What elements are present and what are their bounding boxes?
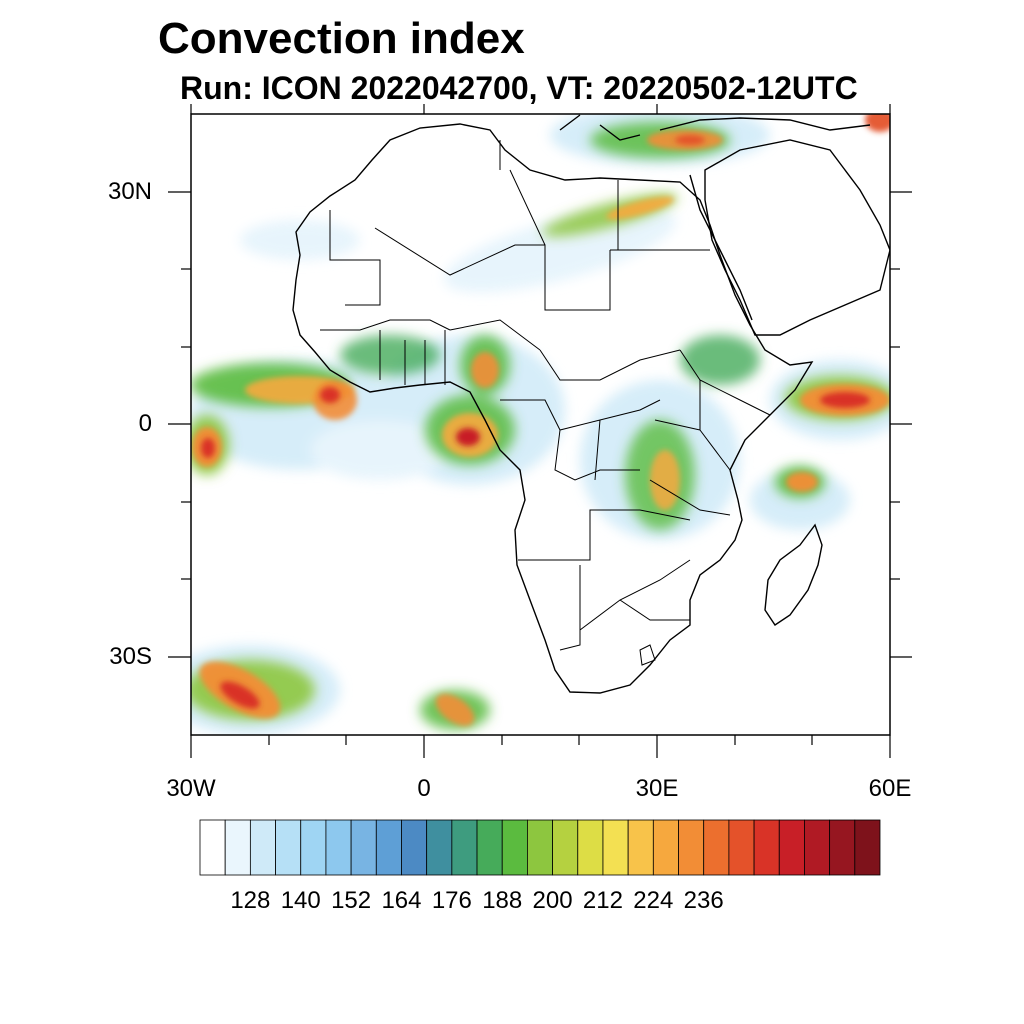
field-south-atlantic-high-2 bbox=[435, 694, 475, 726]
borders-central bbox=[500, 349, 681, 481]
field-core-arabian-sea bbox=[820, 392, 870, 408]
colorbar-tick-label: 224 bbox=[633, 887, 674, 914]
lon-label-0: 0 bbox=[417, 775, 431, 802]
colorbar-swatch bbox=[602, 819, 629, 876]
field-core-south-atlantic bbox=[220, 681, 260, 709]
colorbar-swatch bbox=[703, 819, 730, 876]
colorbar-swatch bbox=[375, 819, 402, 876]
europe-coastline bbox=[559, 114, 871, 141]
lon-label-30w: 30W bbox=[166, 775, 216, 802]
colorbar-swatch bbox=[552, 819, 579, 876]
field-madagascar-outer bbox=[750, 470, 850, 530]
arabia-coastline bbox=[704, 139, 890, 336]
colorbar-tick-label: 152 bbox=[331, 887, 372, 914]
colorbar-swatch bbox=[527, 819, 553, 876]
map-title: Convection index bbox=[158, 14, 525, 63]
colorbar-swatch bbox=[728, 819, 755, 876]
colorbar-swatch bbox=[627, 819, 654, 876]
colorbar-swatch bbox=[199, 819, 226, 876]
colorbar-swatch bbox=[426, 819, 453, 876]
colorbar-tick-label: 140 bbox=[280, 887, 321, 914]
colorbar-swatch bbox=[350, 819, 377, 876]
colorbar-swatch bbox=[753, 819, 780, 876]
field-core-mediterranean bbox=[675, 135, 705, 145]
red-sea bbox=[689, 174, 753, 321]
africa-coastline bbox=[292, 123, 814, 694]
madagascar-coastline bbox=[764, 523, 823, 626]
lon-label-30e: 30E bbox=[635, 775, 679, 802]
colorbar-swatch bbox=[249, 819, 276, 876]
field-core-atlantic-west bbox=[201, 438, 215, 458]
field-madagascar-high bbox=[786, 472, 818, 492]
colorbar-tick-label: 188 bbox=[482, 887, 523, 914]
lat-label-30n: 30N bbox=[107, 178, 152, 205]
borders-south bbox=[518, 509, 691, 666]
axis-ticks bbox=[168, 104, 912, 758]
colorbar-swatch bbox=[652, 819, 679, 876]
field-east-africa-high bbox=[650, 450, 680, 510]
colorbar-swatch bbox=[451, 819, 478, 876]
colorbar-swatch bbox=[804, 819, 831, 876]
colorbar-swatch bbox=[401, 819, 428, 876]
colorbar-tick-label: 212 bbox=[582, 887, 623, 914]
colorbar-tick-label: 176 bbox=[431, 887, 472, 914]
colorbar-swatch bbox=[476, 819, 503, 876]
run-info-subtitle: Run: ICON 2022042700, VT: 20220502-12UTC bbox=[180, 70, 858, 106]
colorbar-swatch bbox=[501, 819, 528, 876]
colorbar-tick-label: 200 bbox=[532, 887, 573, 914]
colorbar-swatch bbox=[854, 819, 881, 876]
coastlines bbox=[292, 114, 890, 694]
field-sahara-band-high bbox=[606, 196, 674, 220]
colorbar-tick-label: 164 bbox=[381, 887, 422, 914]
borders-east bbox=[649, 349, 771, 516]
colorbar-tick-label: 128 bbox=[230, 887, 271, 914]
country-borders bbox=[320, 140, 771, 666]
field-ethiopia-mid bbox=[680, 335, 760, 385]
colorbar-swatch bbox=[577, 819, 604, 876]
colorbar bbox=[199, 819, 881, 876]
field-sahel-mid bbox=[340, 335, 440, 375]
colorbar-swatch bbox=[300, 819, 327, 876]
lon-label-60e: 60E bbox=[868, 775, 912, 802]
lat-label-equator: 0 bbox=[138, 410, 152, 437]
colorbar-swatch bbox=[778, 819, 805, 876]
colorbar-swatch bbox=[224, 819, 251, 876]
field-core-gabon bbox=[456, 428, 480, 446]
borders-north bbox=[329, 140, 710, 311]
field-cameroon-high bbox=[471, 352, 499, 388]
borders-west bbox=[320, 319, 541, 385]
field-core-west-africa bbox=[320, 387, 340, 403]
field-gulf-guinea-ocean bbox=[310, 420, 450, 480]
colorbar-swatch bbox=[325, 819, 352, 876]
lat-label-30s: 30S bbox=[109, 643, 152, 670]
field-northeast-corner-high bbox=[865, 114, 890, 132]
colorbar-swatch bbox=[678, 819, 705, 876]
colorbar-swatch bbox=[829, 819, 856, 876]
colorbar-swatch bbox=[275, 819, 302, 876]
colorbar-tick-label: 236 bbox=[683, 887, 724, 914]
convection-field bbox=[191, 114, 890, 735]
